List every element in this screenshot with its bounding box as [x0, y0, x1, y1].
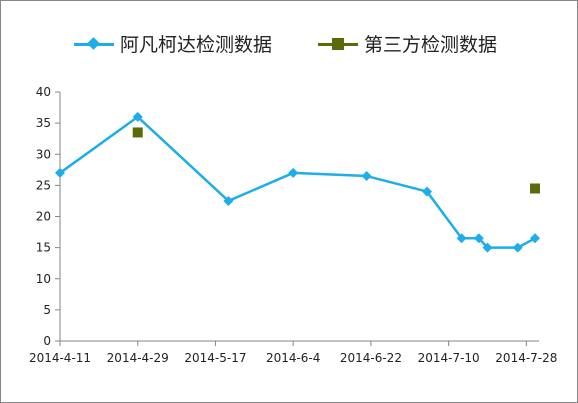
data-point-diamond — [530, 233, 540, 244]
y-tick-label: 35 — [36, 116, 51, 130]
data-point-diamond — [482, 242, 493, 253]
x-tick-label: 2014-5-17 — [184, 351, 246, 365]
legend-marker-square-icon — [318, 34, 358, 54]
y-tick-label: 0 — [43, 334, 51, 348]
legend-marker-diamond-icon — [74, 34, 114, 54]
legend-label-afankeda: 阿凡柯达检测数据 — [120, 34, 273, 56]
y-tick-label: 40 — [36, 85, 51, 99]
data-point-diamond — [55, 167, 65, 178]
x-tick-label: 2014-7-28 — [495, 351, 557, 365]
x-tick-label: 2014-4-29 — [107, 351, 169, 365]
data-point-diamond — [132, 111, 143, 122]
y-tick-label: 5 — [43, 303, 51, 317]
y-tick-label: 10 — [36, 272, 51, 286]
data-point-diamond — [512, 242, 523, 253]
data-point-diamond — [361, 171, 372, 182]
x-tick-label: 2014-6-22 — [340, 351, 402, 365]
data-point-diamond — [288, 167, 299, 178]
data-point-diamond — [422, 186, 433, 197]
y-tick-label: 15 — [36, 241, 51, 255]
x-tick-label: 2014-4-11 — [29, 351, 91, 365]
data-point-diamond — [473, 233, 484, 244]
series-line-0 — [59, 115, 536, 249]
y-tick-label: 30 — [36, 147, 51, 161]
y-tick-label: 20 — [36, 210, 51, 224]
data-point-square — [132, 127, 143, 138]
data-point-square — [530, 183, 540, 194]
legend-entry-third-party: 第三方检测数据 — [318, 30, 497, 57]
y-tick-label: 25 — [36, 178, 51, 192]
legend-entry-afankeda: 阿凡柯达检测数据 — [74, 30, 272, 57]
x-tick-label: 2014-6-4 — [266, 351, 320, 365]
data-point-diamond — [456, 233, 467, 244]
legend-label-third-party: 第三方检测数据 — [364, 34, 498, 56]
x-tick-label: 2014-7-10 — [418, 351, 480, 365]
data-point-diamond — [223, 195, 234, 206]
